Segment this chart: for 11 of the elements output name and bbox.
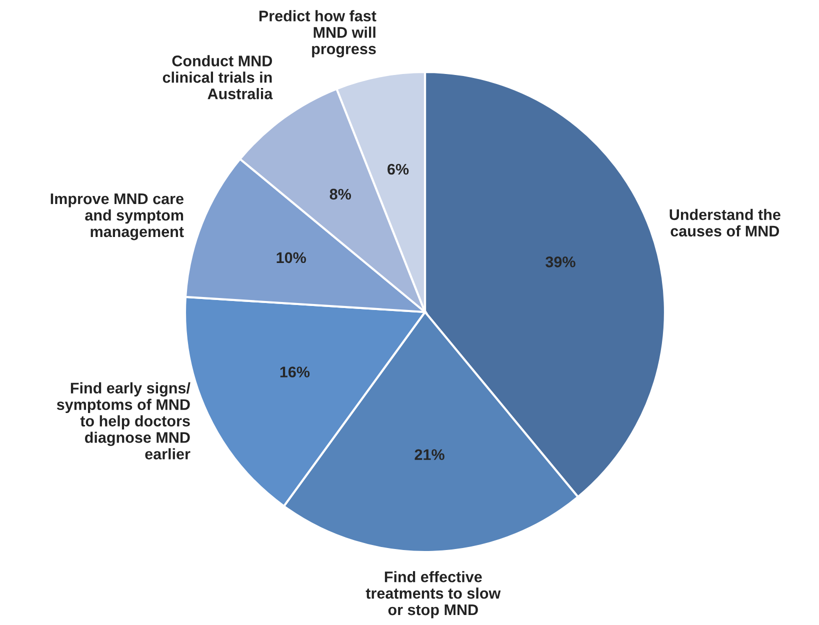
data-label: 21%	[414, 449, 444, 460]
data-label: 8%	[330, 188, 351, 200]
slice-label: Improve MND care and symptom management	[50, 194, 184, 240]
data-label: 10%	[276, 252, 306, 264]
slice-label: Find early signs/ symptoms of MND to help doctors diagnose MND earlier	[56, 382, 190, 460]
slice-label: Conduct MND clinical trials in Australia	[162, 55, 273, 100]
data-label: 16%	[280, 366, 310, 378]
slice-label: Find effective treatments to slow or stop MND	[366, 571, 501, 618]
slice-label: Understand the causes of MND	[670, 208, 780, 237]
data-label: 39%	[546, 256, 576, 268]
data-label: 6%	[388, 164, 409, 175]
